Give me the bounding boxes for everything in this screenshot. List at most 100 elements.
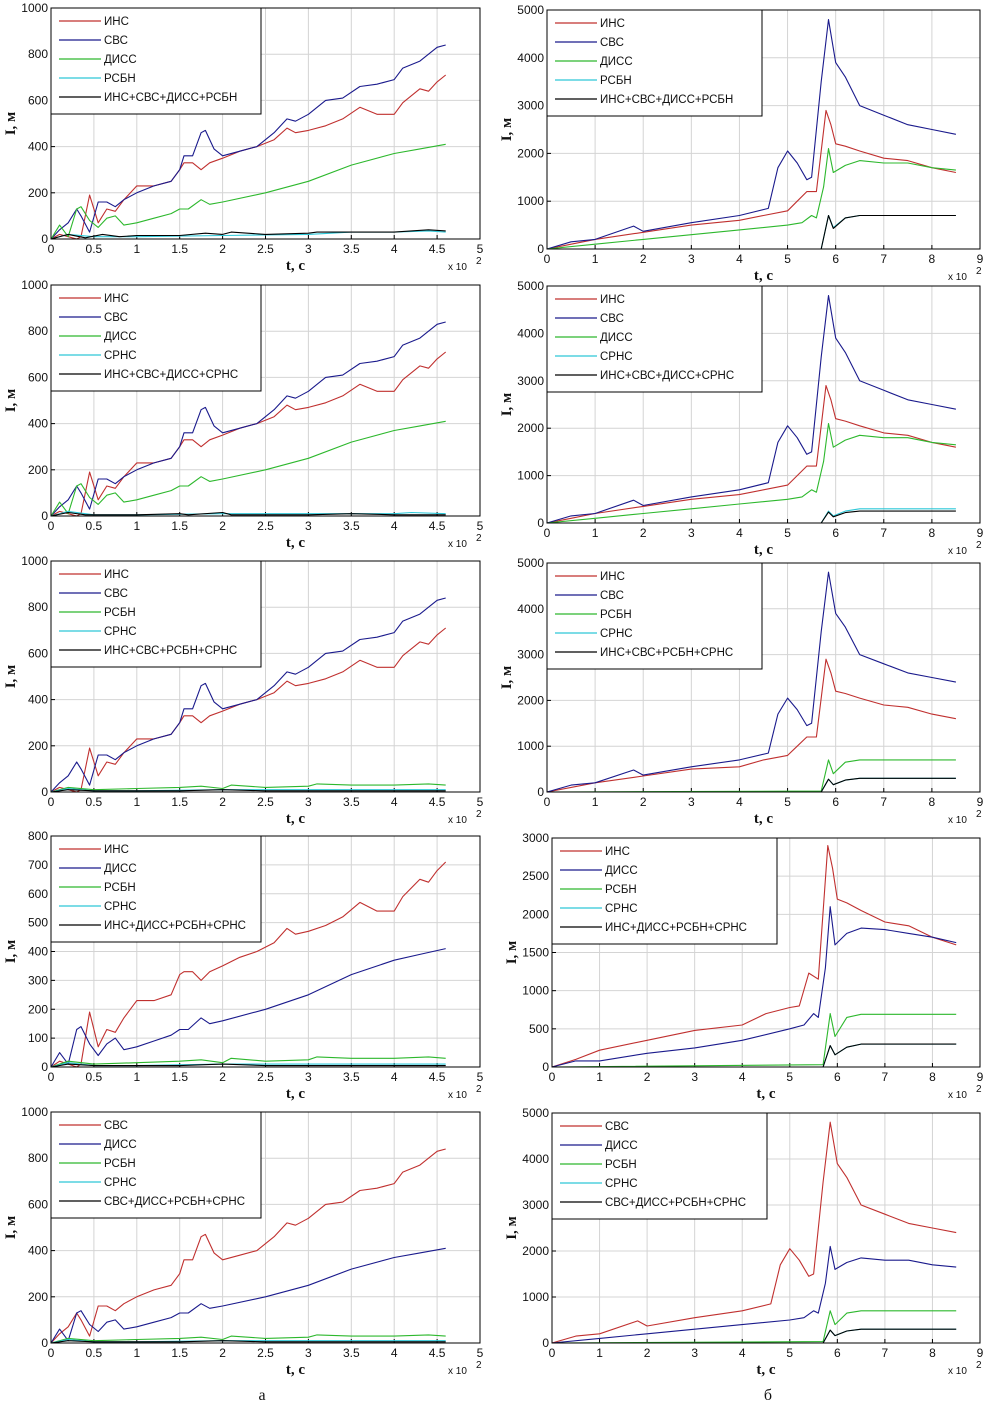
x-tick-label: 1.5 — [171, 1346, 188, 1360]
x-axis-label: t, c — [286, 535, 305, 551]
x-tick-label: 3.5 — [343, 242, 360, 256]
series-line-1 — [546, 109, 957, 250]
series-line-1 — [546, 384, 957, 524]
x-tick-label: 5 — [477, 519, 484, 533]
x-exponent: 2 — [476, 1084, 482, 1095]
x-tick-label: 4.5 — [429, 795, 446, 809]
legend-label: ИНС — [600, 18, 625, 30]
x-tick-label: 1.5 — [171, 1070, 188, 1084]
y-tick-label: 600 — [28, 887, 48, 901]
legend-label: ИНС — [104, 16, 129, 28]
x-tick-label: 5 — [784, 252, 791, 266]
y-tick-label: 3000 — [517, 374, 544, 388]
x-tick-label: 3.5 — [343, 795, 360, 809]
x-tick-label: 6 — [832, 252, 839, 266]
legend-label: СРНС — [600, 351, 633, 363]
y-tick-label: 600 — [28, 370, 48, 384]
y-axis-label: I, м — [504, 941, 520, 965]
y-tick-label: 3000 — [522, 831, 549, 845]
x-tick-label: 4 — [391, 519, 398, 533]
x-exponent: 2 — [476, 809, 482, 820]
x-tick-label: 0.5 — [86, 795, 103, 809]
y-axis-label: I, м — [499, 666, 515, 690]
y-tick-label: 5000 — [522, 1106, 549, 1120]
x-tick-label: 8 — [929, 1070, 936, 1084]
y-tick-label: 0 — [537, 242, 544, 256]
x-tick-label: 8 — [929, 252, 936, 266]
legend-label: ДИСС — [104, 331, 137, 343]
legend-label: СВС — [104, 35, 128, 47]
x-tick-label: 5 — [786, 1070, 793, 1084]
x-multiplier: x 10 — [448, 815, 467, 826]
axes-frame — [546, 562, 981, 793]
legend-label: СВС — [104, 588, 128, 600]
caption-b: б — [764, 1387, 772, 1404]
legend-label: ДИСС — [104, 863, 137, 875]
x-tick-label: 1 — [592, 526, 599, 540]
x-tick-label: 2.5 — [257, 519, 274, 533]
y-tick-label: 1000 — [517, 739, 544, 753]
series-line-1 — [50, 1148, 446, 1344]
x-tick-label: 1.5 — [171, 795, 188, 809]
x-tick-label: 2 — [219, 242, 226, 256]
legend-label: ДИСС — [600, 56, 633, 68]
legend-label: ИНС+ДИСС+РСБН+СРНС — [605, 922, 747, 934]
series-line-2 — [546, 19, 957, 250]
x-tick-label: 5 — [784, 526, 791, 540]
legend-label: ИНС+СВС+ДИСС+РСБН — [600, 94, 733, 106]
x-tick-label: 4 — [391, 795, 398, 809]
y-tick-label: 800 — [28, 47, 48, 61]
legend-box — [50, 1111, 262, 1219]
x-tick-label: 3 — [688, 795, 695, 809]
x-tick-label: 0 — [544, 795, 551, 809]
x-axis-label: t, c — [756, 1086, 775, 1102]
chart-panel-b2: 0 1 2 3 4 5 6 7 8 9 0 1000 2000 3000 4000 5000 ИНС СВС ДИС… — [499, 279, 984, 558]
series-line-2 — [546, 294, 957, 524]
x-exponent: 2 — [976, 266, 982, 277]
x-tick-label: 7 — [880, 795, 887, 809]
x-exponent: 2 — [976, 809, 982, 820]
y-tick-label: 2000 — [522, 1244, 549, 1258]
axes-frame — [546, 9, 981, 250]
x-tick-label: 7 — [880, 526, 887, 540]
x-axis-label: t, c — [754, 811, 773, 827]
x-tick-label: 7 — [880, 252, 887, 266]
series-line-1 — [50, 861, 447, 1068]
legend-label: СВС — [104, 312, 128, 324]
legend-label: РСБН — [605, 1159, 637, 1171]
x-tick-label: 3 — [305, 242, 312, 256]
legend-label: РСБН — [104, 1158, 136, 1170]
legend-label: РСБН — [104, 607, 136, 619]
y-tick-label: 400 — [28, 417, 48, 431]
y-tick-label: 3000 — [517, 648, 544, 662]
x-tick-label: 4 — [391, 1070, 398, 1084]
x-tick-label: 4.5 — [429, 519, 446, 533]
x-tick-label: 6 — [832, 795, 839, 809]
series-line-5 — [50, 1063, 446, 1068]
x-tick-label: 1.5 — [171, 519, 188, 533]
x-tick-label: 0 — [549, 1070, 556, 1084]
x-tick-label: 2.5 — [257, 1070, 274, 1084]
x-tick-label: 2.5 — [257, 1346, 274, 1360]
x-tick-label: 0 — [549, 1346, 556, 1360]
x-tick-label: 0 — [48, 519, 55, 533]
y-tick-label: 0 — [41, 785, 48, 799]
x-axis-label: t, c — [286, 1362, 305, 1378]
legend-label: СРНС — [605, 1178, 638, 1190]
legend-label: РСБН — [600, 609, 632, 621]
y-axis-label: I, м — [499, 118, 515, 142]
series-line-1 — [546, 658, 957, 793]
x-tick-label: 0.5 — [86, 1070, 103, 1084]
legend-label: СВС — [600, 313, 624, 325]
y-tick-label: 1000 — [517, 469, 544, 483]
y-tick-label: 1000 — [21, 554, 48, 568]
y-tick-label: 200 — [28, 186, 48, 200]
series-line-3 — [50, 1334, 446, 1344]
x-tick-label: 2 — [219, 1070, 226, 1084]
legend-box — [50, 835, 262, 943]
y-tick-label: 400 — [28, 140, 48, 154]
series-line-5 — [50, 511, 446, 517]
legend-label: СРНС — [104, 1177, 137, 1189]
series-line-2 — [50, 1247, 446, 1344]
